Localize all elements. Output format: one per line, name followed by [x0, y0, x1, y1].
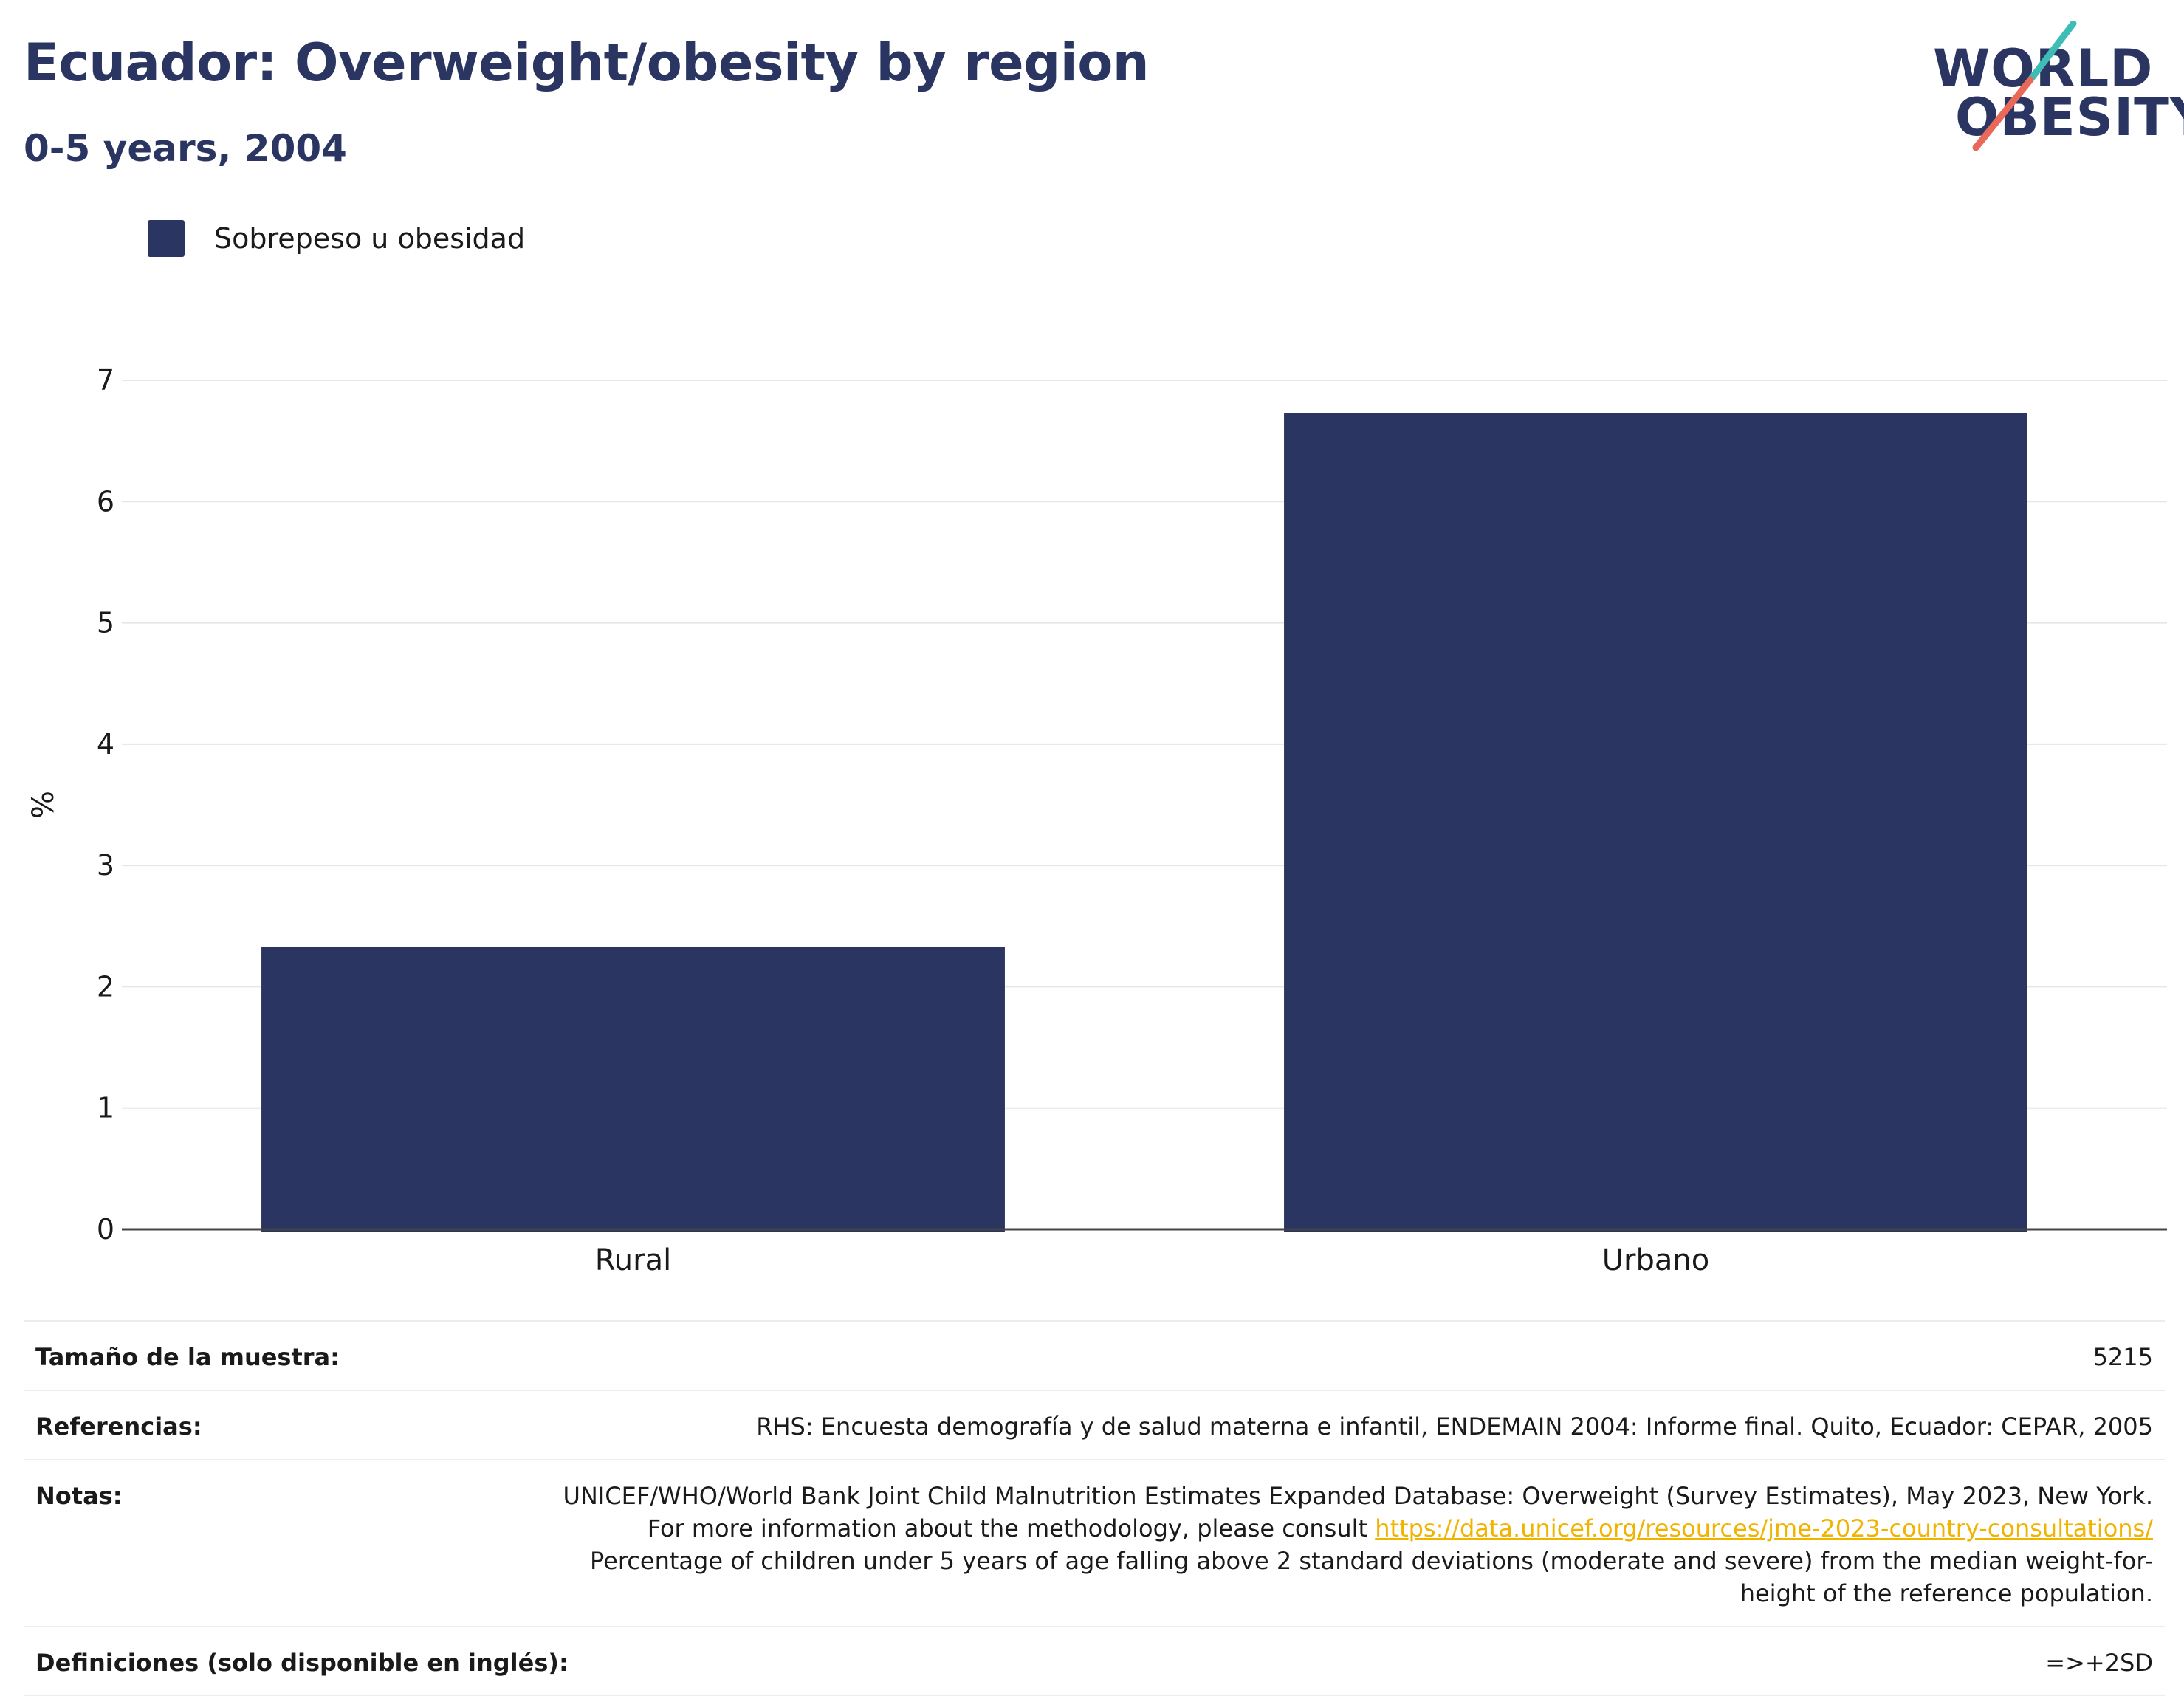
notes-link[interactable]: https://data.unicef.org/resources/jme-20…: [1375, 1514, 2153, 1542]
info-row-sample-size: Tamaño de la muestra: 5215: [24, 1320, 2165, 1390]
y-tick-label: 4: [97, 728, 114, 761]
legend-swatch: [148, 220, 185, 257]
notes-text-2: Percentage of children under 5 years of …: [590, 1547, 2153, 1607]
info-row-references: Referencias: RHS: Encuesta demografía y …: [24, 1390, 2165, 1459]
info-row-notes: Notas: UNICEF/WHO/World Bank Joint Child…: [24, 1459, 2165, 1626]
bar: [1284, 413, 2027, 1232]
world-obesity-logo[interactable]: WORLD OBESITY: [1920, 21, 2184, 161]
y-tick-label: 5: [97, 607, 114, 639]
logo-slash-icon: [1972, 21, 2077, 151]
notes-text-1: UNICEF/WHO/World Bank Joint Child Malnut…: [563, 1482, 2154, 1542]
bar: [261, 947, 1005, 1232]
y-tick-label: 7: [97, 364, 114, 396]
legend: Sobrepeso u obesidad: [148, 220, 525, 257]
info-table: Tamaño de la muestra: 5215 Referencias: …: [24, 1320, 2165, 1696]
info-row-definitions: Definiciones (solo disponible en inglés)…: [24, 1626, 2165, 1696]
logo-word-obesity: OBESITY: [1955, 87, 2184, 148]
notes-value: UNICEF/WHO/World Bank Joint Child Malnut…: [529, 1480, 2154, 1610]
x-tick-label: Urbano: [1602, 1243, 1709, 1277]
y-tick-label: 3: [97, 849, 114, 882]
definitions-value: =>+2SD: [2045, 1649, 2153, 1677]
notes-label: Notas:: [35, 1482, 123, 1510]
y-tick-label: 2: [97, 970, 114, 1003]
y-tick-label: 0: [97, 1213, 114, 1246]
definitions-label: Definiciones (solo disponible en inglés)…: [35, 1649, 569, 1677]
y-axis-label: %: [27, 791, 61, 819]
chart-title: Ecuador: Overweight/obesity by region: [24, 32, 1150, 93]
sample-size-label: Tamaño de la muestra:: [35, 1343, 340, 1371]
y-tick-label: 6: [97, 485, 114, 518]
bar-chart: 0 1 2 3 4 5 6 7 Rural Urbano%: [27, 364, 2167, 1277]
references-value: RHS: Encuesta demografía y de salud mate…: [756, 1412, 2153, 1441]
legend-label: Sobrepeso u obesidad: [214, 222, 526, 255]
chart-subtitle: 0-5 years, 2004: [24, 127, 347, 170]
sample-size-value: 5215: [2092, 1343, 2153, 1371]
references-label: Referencias:: [35, 1412, 202, 1441]
x-tick-label: Rural: [595, 1243, 671, 1277]
y-tick-label: 1: [97, 1092, 114, 1125]
